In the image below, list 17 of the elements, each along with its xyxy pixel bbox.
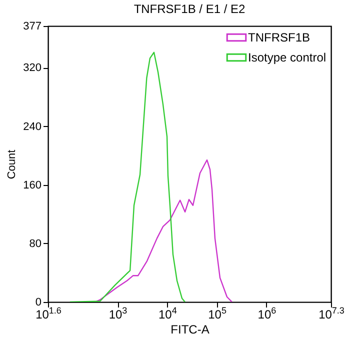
y-tick-label: 160 <box>23 179 42 192</box>
y-tick-label: 320 <box>23 62 42 74</box>
x-tick-label: 10$^{5}$ <box>208 306 226 322</box>
y-axis-title: Count <box>6 150 18 180</box>
x-axis-title: FITC-A <box>170 322 210 336</box>
legend-label: TNFRSF1B <box>248 30 310 44</box>
x-tick-label: 10$^{4}$ <box>158 306 177 322</box>
x-tick-label: 10$^{7.3}$ <box>318 306 344 322</box>
y-tick-label: 377 <box>23 20 42 32</box>
x-tick-label: 10$^{3}$ <box>108 306 128 322</box>
y-tick-label: 80 <box>29 238 42 250</box>
y-tick-label: 0 <box>35 296 42 308</box>
legend-label: Isotype control <box>248 50 326 64</box>
x-tick-label: 10$^{1.6}$ <box>36 306 62 322</box>
y-tick-label: 240 <box>23 120 42 133</box>
x-tick-label: 10$^{6}$ <box>258 306 276 322</box>
chart-title: TNFRSF1B / E1 / E2 <box>134 2 246 16</box>
